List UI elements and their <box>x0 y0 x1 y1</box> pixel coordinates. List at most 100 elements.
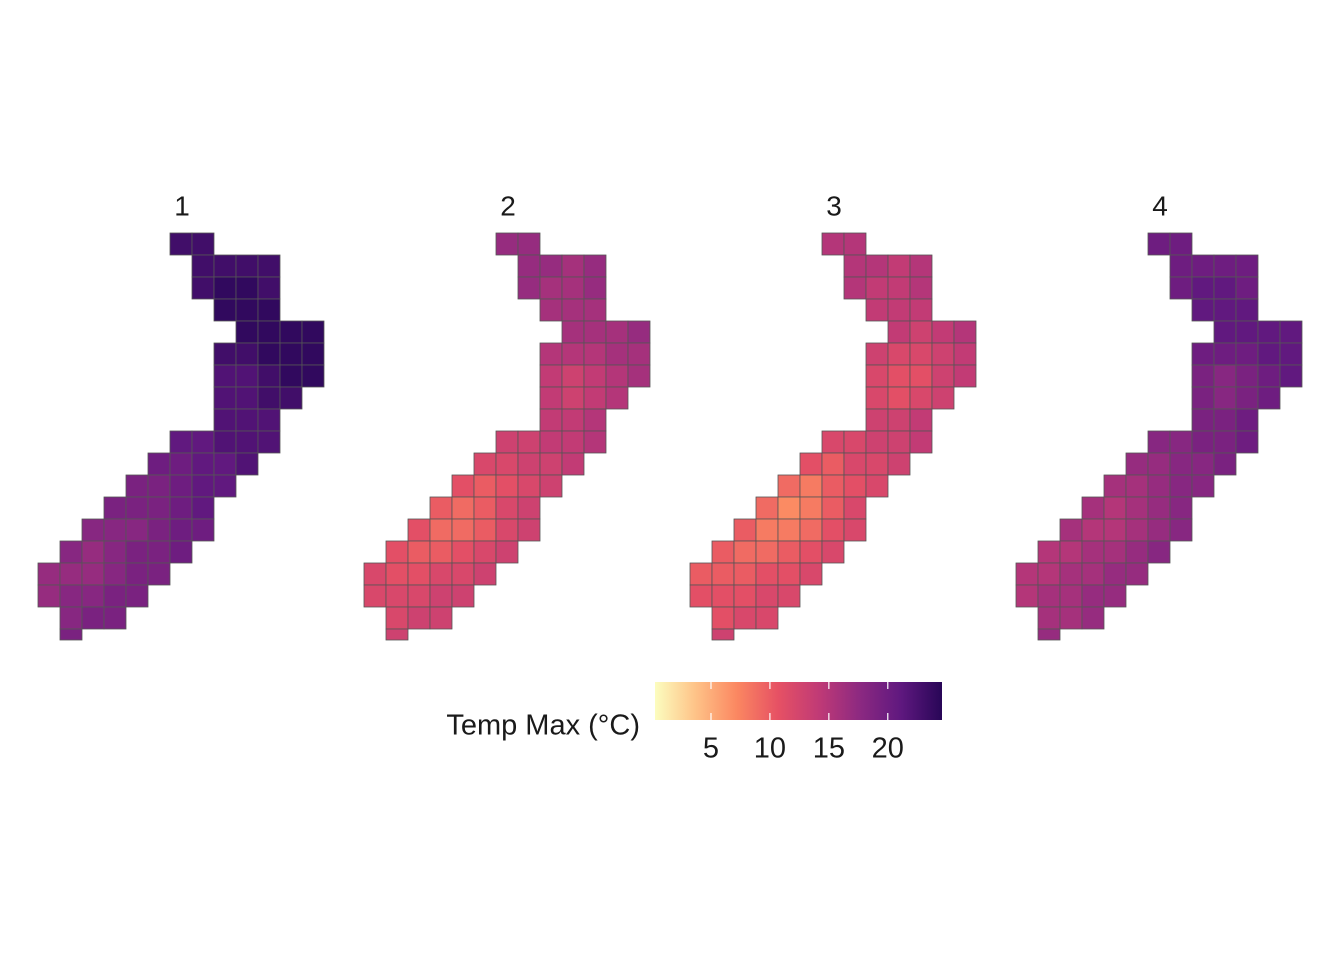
grid-cell <box>169 474 193 498</box>
grid-cell <box>1103 584 1127 608</box>
grid-cell <box>429 496 453 520</box>
grid-cell <box>583 386 607 410</box>
grid-cell <box>1081 606 1105 630</box>
grid-cell <box>235 452 259 476</box>
grid-cell <box>279 342 303 366</box>
grid-cell <box>865 386 889 410</box>
grid-cell <box>1235 320 1259 344</box>
grid-cell <box>843 518 867 542</box>
grid-cell <box>81 606 105 630</box>
grid-cell <box>561 320 585 344</box>
grid-cell <box>103 540 127 564</box>
grid-cell <box>103 606 127 630</box>
grid-cell <box>887 254 911 278</box>
grid-cell <box>103 496 127 520</box>
grid-cell <box>1279 364 1303 388</box>
grid-cell <box>1235 342 1259 366</box>
grid-cell <box>865 342 889 366</box>
grid-cell <box>125 518 149 542</box>
grid-cell <box>213 342 237 366</box>
grid-cell <box>1125 540 1149 564</box>
grid-cell <box>191 430 215 454</box>
grid-cell <box>213 430 237 454</box>
grid-cell <box>561 386 585 410</box>
grid-cell <box>799 540 823 564</box>
grid-cell <box>777 540 801 564</box>
grid-cell <box>799 496 823 520</box>
grid-cell <box>429 540 453 564</box>
grid-cell <box>561 254 585 278</box>
grid-cell <box>755 562 779 586</box>
grid-cell <box>539 276 563 300</box>
grid-cell <box>1125 496 1149 520</box>
grid-cell <box>1037 584 1061 608</box>
grid-cell <box>473 474 497 498</box>
grid-cell <box>213 452 237 476</box>
grid-cell <box>407 540 431 564</box>
grid-cell <box>213 276 237 300</box>
grid-cell <box>777 584 801 608</box>
grid-cell <box>257 298 281 322</box>
grid-cell <box>451 562 475 586</box>
grid-cell <box>81 540 105 564</box>
grid-cell <box>169 430 193 454</box>
grid-cell <box>103 562 127 586</box>
grid-cell <box>235 430 259 454</box>
grid-cell <box>799 474 823 498</box>
grid-cell <box>147 518 171 542</box>
grid-cell <box>733 606 757 630</box>
grid-cell <box>755 518 779 542</box>
grid-cell <box>1147 474 1171 498</box>
grid-cell <box>473 540 497 564</box>
grid-cell <box>191 452 215 476</box>
panel-title: 2 <box>500 190 516 221</box>
grid-cell <box>689 584 713 608</box>
grid-cell <box>125 584 149 608</box>
grid-cell <box>257 430 281 454</box>
grid-cell <box>711 562 735 586</box>
grid-cell <box>1103 562 1127 586</box>
grid-cell <box>755 496 779 520</box>
grid-cell <box>517 452 541 476</box>
grid-cell <box>1169 232 1193 256</box>
grid-cell <box>1147 496 1171 520</box>
grid-cell <box>1169 496 1193 520</box>
grid-cell <box>539 342 563 366</box>
grid-cell <box>1081 540 1105 564</box>
grid-cell <box>495 518 519 542</box>
grid-cell <box>843 474 867 498</box>
grid-cell <box>517 430 541 454</box>
grid-cell <box>451 540 475 564</box>
grid-cell <box>1015 562 1039 586</box>
grid-cell <box>865 254 889 278</box>
grid-cell <box>257 408 281 432</box>
grid-cell <box>257 386 281 410</box>
grid-cell <box>1257 342 1281 366</box>
grid-cell <box>257 276 281 300</box>
grid-cell <box>1059 518 1083 542</box>
grid-cell <box>733 584 757 608</box>
grid-cell <box>539 452 563 476</box>
grid-cell <box>495 474 519 498</box>
grid-cell <box>147 540 171 564</box>
grid-cell <box>953 342 977 366</box>
grid-cell <box>561 276 585 300</box>
grid-cell <box>169 540 193 564</box>
grid-cell <box>451 518 475 542</box>
grid-cell <box>1169 430 1193 454</box>
grid-cell <box>821 452 845 476</box>
grid-cell <box>909 276 933 300</box>
grid-cell <box>213 298 237 322</box>
grid-cell <box>1213 342 1237 366</box>
grid-cell <box>517 276 541 300</box>
grid-cell <box>1213 276 1237 300</box>
grid-cell <box>1037 540 1061 564</box>
grid-cell <box>1279 342 1303 366</box>
grid-cell <box>81 518 105 542</box>
colorbar-label: 20 <box>872 733 904 765</box>
grid-cell <box>1037 562 1061 586</box>
grid-cell <box>1235 430 1259 454</box>
grid-cell <box>37 562 61 586</box>
grid-cell <box>59 540 83 564</box>
grid-cell <box>1169 276 1193 300</box>
